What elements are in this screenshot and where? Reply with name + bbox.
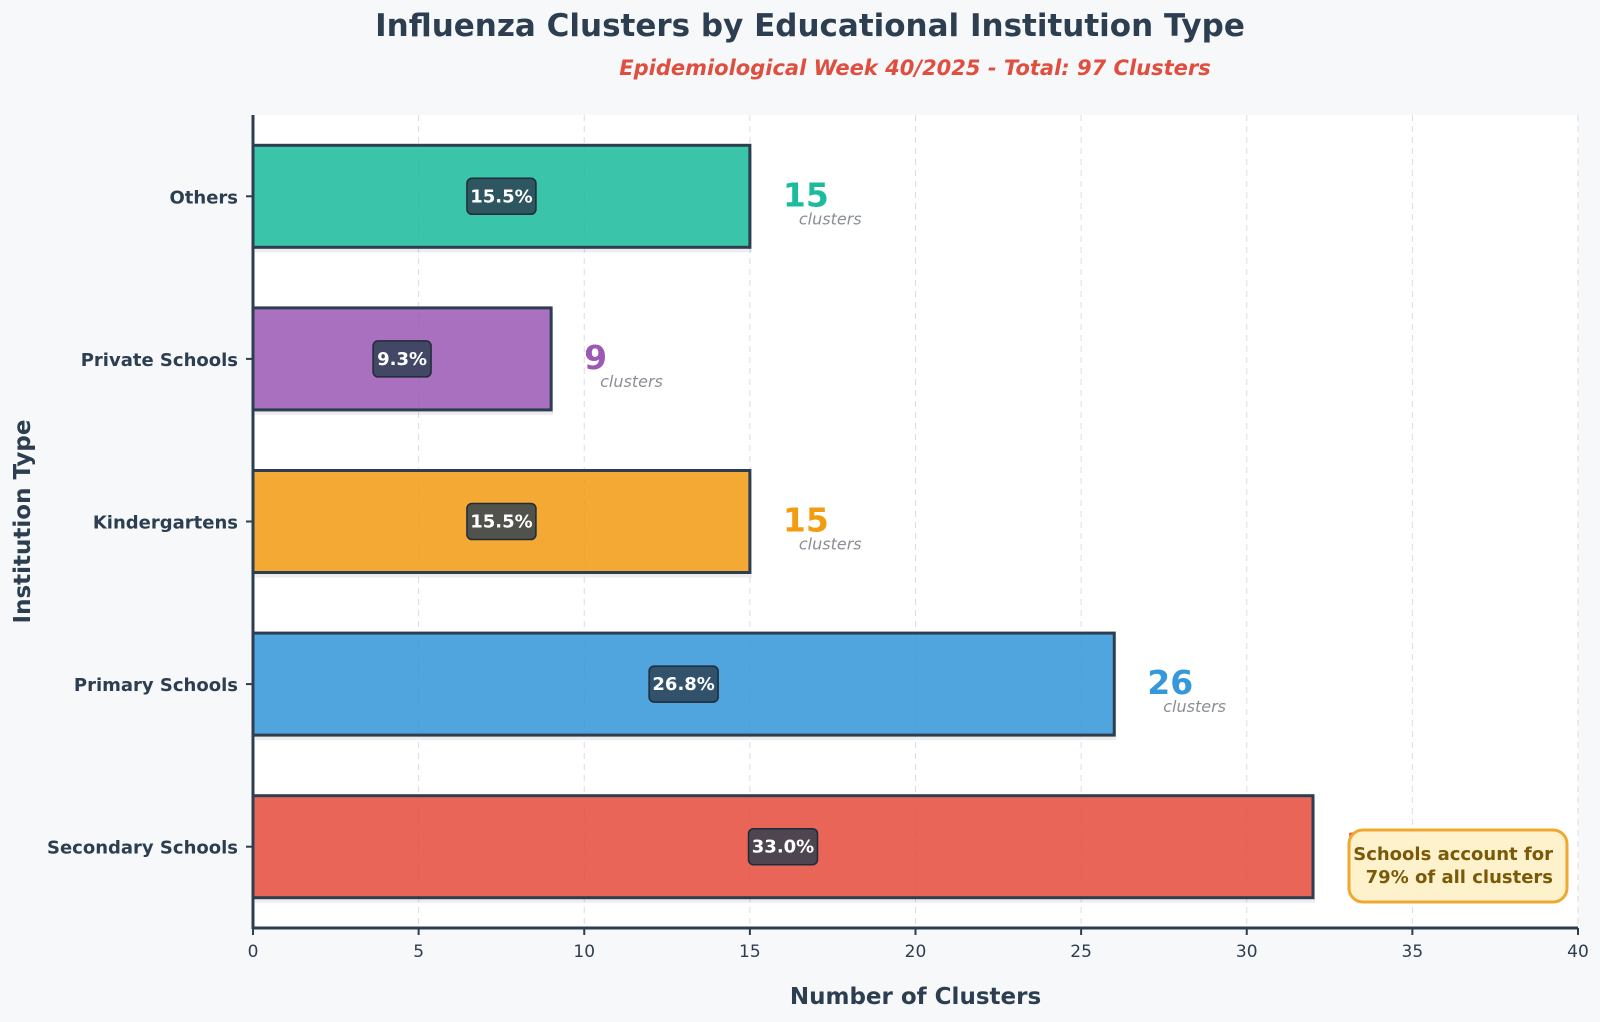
- axes: 0 5 10 15 20 25 30 35 40: [246, 115, 1589, 962]
- x-tick-label: 15: [739, 942, 761, 962]
- percent-badge: [648, 665, 719, 703]
- percent-badge: [466, 502, 537, 541]
- percent-label: 15.5%: [470, 186, 532, 207]
- category-label: Others: [169, 187, 238, 208]
- percent-label: 15.5%: [470, 512, 532, 533]
- value-label: 9: [584, 338, 607, 377]
- x-tick-label: 40: [1567, 942, 1589, 962]
- annotation-line: Schools account for: [1353, 844, 1553, 865]
- unit-label: clusters: [799, 535, 862, 554]
- percent-badge: [466, 177, 537, 216]
- bars: [251, 143, 1315, 903]
- unit-label: clusters: [799, 209, 862, 228]
- annotation-box: Schools account for 79% of all clusters: [1347, 828, 1569, 904]
- gridlines: [418, 115, 1579, 928]
- chart-title: Influenza Clusters by Educational Instit…: [375, 8, 1245, 44]
- category-label: Kindergartens: [93, 513, 238, 534]
- x-tick-label: 5: [413, 942, 424, 962]
- percent-label: 9.3%: [377, 349, 427, 370]
- value-label: 15: [783, 175, 829, 214]
- x-tick-label: 0: [248, 942, 259, 962]
- unit-label: clusters: [1163, 697, 1226, 716]
- x-tick-label: 10: [573, 942, 595, 962]
- y-axis-label: Institution Type: [10, 420, 36, 624]
- annotation-line: 79% of all clusters: [1366, 867, 1553, 888]
- x-axis-label: Number of Clusters: [790, 984, 1041, 1010]
- category-label: Primary Schools: [74, 675, 238, 696]
- x-tick-label: 20: [905, 942, 927, 962]
- category-label: Secondary Schools: [47, 838, 238, 859]
- value-label: 15: [783, 501, 829, 540]
- unit-label: clusters: [600, 372, 663, 391]
- percent-badge: [747, 827, 819, 866]
- x-tick-label: 35: [1402, 942, 1424, 962]
- percent-label: 26.8%: [652, 674, 714, 695]
- value-label: 26: [1147, 663, 1193, 702]
- x-tick-label: 25: [1070, 942, 1092, 962]
- annotation-background: [1347, 828, 1569, 904]
- x-tick-label: 30: [1236, 942, 1258, 962]
- category-label: Private Schools: [81, 350, 238, 371]
- chart-subtitle: Epidemiological Week 40/2025 - Total: 97…: [619, 56, 1211, 80]
- percent-badge: [372, 340, 432, 378]
- percent-label: 33.0%: [752, 837, 814, 858]
